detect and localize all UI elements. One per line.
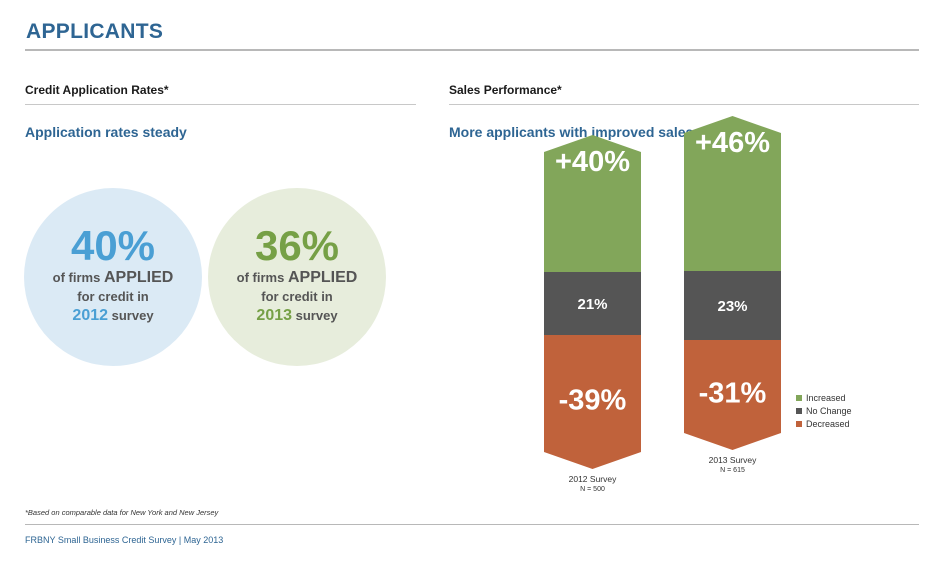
page-title: APPLICANTS	[26, 20, 164, 43]
applied-2013-year: 2013	[256, 307, 293, 324]
sales-performance-subheading: More applicants with improved sales	[449, 124, 694, 140]
legend-swatch	[796, 407, 802, 414]
applied-2012-suffix: survey	[108, 308, 154, 323]
legend-item-decreased: Decreased	[796, 417, 852, 430]
applied-2013-line1: of firms APPLIED	[208, 268, 386, 287]
applied-2013-suffix: survey	[292, 308, 338, 323]
applied-2012-circle: 40% of firms APPLIED for credit in 2012 …	[24, 188, 202, 366]
title-divider	[25, 49, 919, 51]
bar-no-change-2012	[544, 272, 641, 335]
data-label-increased-2013: +46%	[695, 127, 770, 159]
footnote: *Based on comparable data for New York a…	[25, 508, 219, 517]
legend-label: No Change	[806, 405, 852, 416]
category-label-2012: 2012 Survey	[569, 474, 617, 484]
bar-increased-2012	[544, 135, 641, 272]
applied-2012-percent: 40%	[70, 222, 156, 269]
applied-2013-line2: for credit in	[261, 289, 333, 304]
data-label-increased-2012: +40%	[555, 146, 630, 178]
legend-item-increased: Increased	[796, 391, 852, 404]
applied-2013-line3: 2013 survey	[208, 306, 386, 325]
bar-decreased-2012	[544, 335, 641, 469]
legend-label: Increased	[806, 392, 846, 403]
credit-rates-subheading: Application rates steady	[25, 124, 187, 140]
data-label-no-change-2012: 21%	[577, 296, 607, 313]
legend-item-no-change: No Change	[796, 404, 852, 417]
right-section-divider	[449, 104, 919, 105]
category-note-2013: N = 615	[720, 467, 745, 474]
applied-2012-line3: 2012 survey	[24, 306, 202, 325]
left-section-divider	[25, 104, 416, 105]
applied-2012-prefix: of firms	[52, 270, 104, 285]
applied-2013-circle: 36% of firms APPLIED for credit in 2013 …	[208, 188, 386, 366]
applied-2012-line2: for credit in	[77, 289, 149, 304]
applied-2013-emph: APPLIED	[287, 269, 358, 286]
category-label-2013: 2013 Survey	[709, 455, 757, 465]
chart-legend: Increased No Change Decreased	[796, 391, 852, 430]
applied-2012-line1: of firms APPLIED	[24, 268, 202, 287]
bar-increased-2013	[684, 116, 781, 271]
data-label-no-change-2013: 23%	[717, 298, 747, 315]
data-label-decreased-2012: -39%	[559, 385, 627, 417]
legend-swatch	[796, 420, 802, 427]
bar-decreased-2013	[684, 340, 781, 450]
data-label-decreased-2013: -31%	[699, 378, 767, 410]
applied-2012-emph: APPLIED	[103, 269, 174, 286]
footer-divider	[25, 524, 919, 525]
legend-swatch	[796, 394, 802, 401]
sales-performance-heading: Sales Performance*	[449, 83, 562, 97]
applied-2013-prefix: of firms	[236, 270, 288, 285]
category-note-2012: N = 500	[580, 486, 605, 493]
legend-label: Decreased	[806, 418, 850, 429]
bar-no-change-2013	[684, 271, 781, 340]
credit-rates-heading: Credit Application Rates*	[25, 83, 169, 97]
applied-2012-year: 2012	[72, 307, 109, 324]
footer-source: FRBNY Small Business Credit Survey | May…	[25, 535, 224, 545]
applied-2013-percent: 36%	[254, 222, 340, 269]
